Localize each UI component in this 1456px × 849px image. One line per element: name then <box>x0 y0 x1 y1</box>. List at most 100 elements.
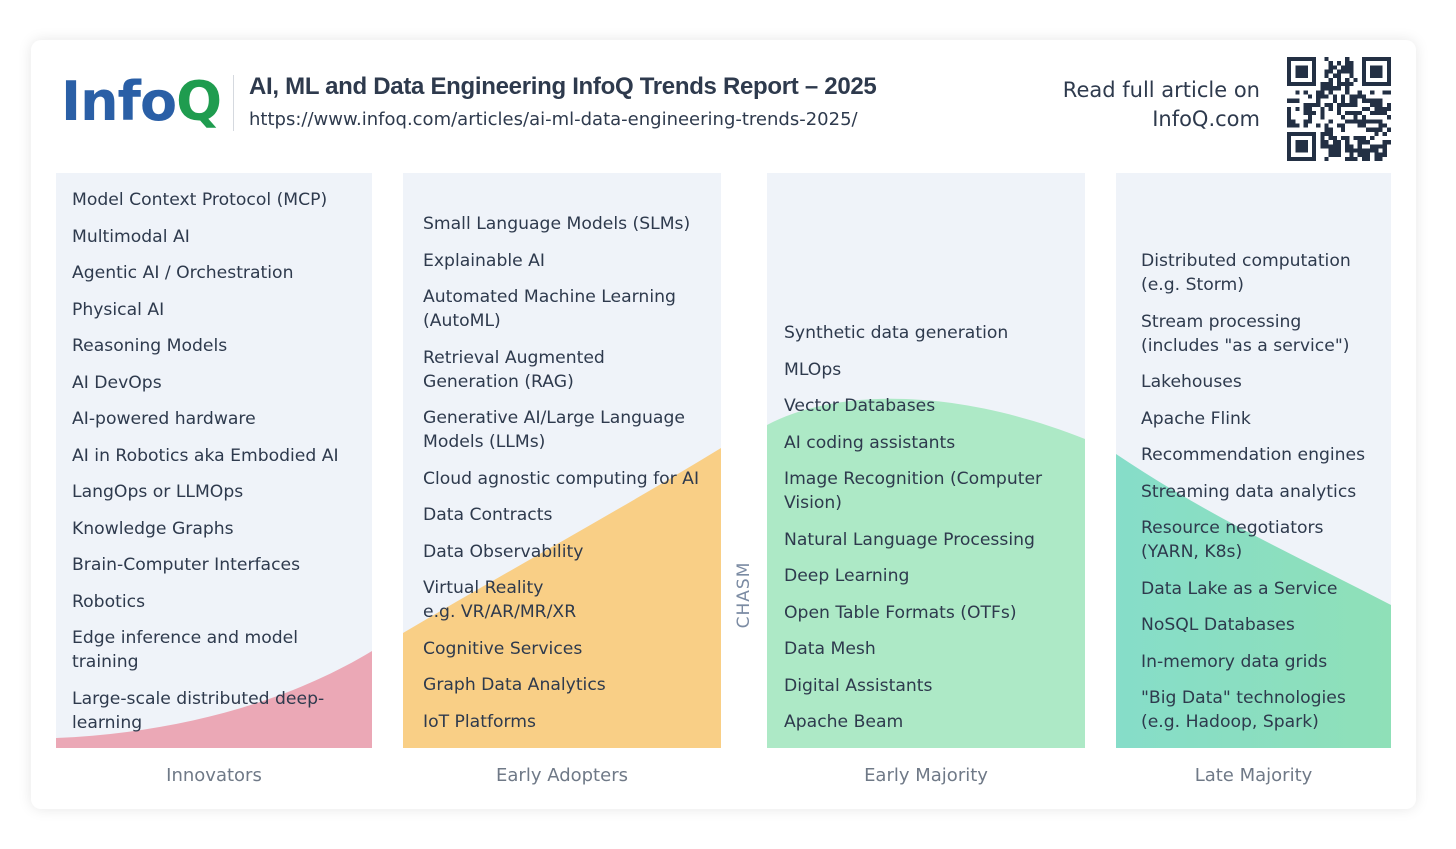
qr-module <box>1386 90 1391 95</box>
list-item: Cloud agnostic computing for AI <box>423 468 700 489</box>
qr-module <box>1341 115 1346 120</box>
qr-module <box>1295 69 1300 74</box>
qr-module <box>1366 156 1371 161</box>
qr-module <box>1357 152 1362 157</box>
qr-module <box>1361 152 1367 157</box>
qr-module <box>1328 69 1333 74</box>
qr-module <box>1295 65 1300 70</box>
list-item: Digital Assistants <box>784 675 933 696</box>
qr-module <box>1370 119 1375 124</box>
qr-module <box>1328 148 1333 153</box>
qr-module <box>1374 65 1379 70</box>
qr-module <box>1316 102 1321 107</box>
qr-module <box>1287 148 1292 153</box>
qr-module <box>1345 148 1350 153</box>
list-item: Multimodal AI <box>72 226 190 247</box>
qr-module <box>1311 73 1317 78</box>
qr-module <box>1324 123 1329 128</box>
qr-module <box>1382 148 1387 153</box>
qr-module <box>1303 69 1308 74</box>
qr-code-icon[interactable] <box>1287 57 1391 161</box>
qr-module <box>1324 81 1329 87</box>
qr-module <box>1320 140 1325 145</box>
qr-module <box>1287 73 1292 78</box>
late-majority-list: Distributed computation (e.g. Storm) Str… <box>1141 249 1391 747</box>
qr-module <box>1336 106 1342 112</box>
qr-module <box>1336 123 1342 128</box>
article-url[interactable]: https://www.infoq.com/articles/ai-ml-dat… <box>249 109 858 130</box>
list-item: MLOps <box>784 359 842 380</box>
qr-module <box>1361 81 1367 87</box>
qr-module <box>1366 57 1371 62</box>
list-item: Apache Beam <box>784 712 904 732</box>
qr-module <box>1336 102 1342 107</box>
qr-module <box>1341 98 1346 103</box>
list-item: NoSQL Databases <box>1141 615 1295 635</box>
qr-module <box>1357 140 1362 145</box>
chasm-label: CHASM <box>734 561 754 629</box>
qr-module <box>1291 119 1296 124</box>
qr-module <box>1386 106 1391 112</box>
label-innovators: Innovators <box>166 765 262 786</box>
qr-module <box>1353 111 1358 116</box>
column-innovators: Model Context Protocol (MCP) Multimodal … <box>56 173 372 748</box>
qr-module <box>1320 106 1325 112</box>
qr-module <box>1324 131 1329 137</box>
qr-module <box>1378 127 1383 132</box>
qr-module <box>1345 102 1350 107</box>
qr-module <box>1341 81 1346 87</box>
qr-module <box>1324 144 1329 149</box>
qr-module <box>1295 106 1300 112</box>
read-more-line-2[interactable]: InfoQ.com <box>1152 107 1260 131</box>
qr-module <box>1336 69 1342 74</box>
qr-module <box>1328 77 1333 82</box>
qr-module <box>1345 86 1350 91</box>
list-item: Automated Machine Learning (AutoML) <box>423 287 676 331</box>
qr-module <box>1345 111 1350 116</box>
qr-module <box>1287 57 1292 62</box>
qr-module <box>1287 115 1292 120</box>
qr-module <box>1311 152 1317 157</box>
qr-module <box>1345 156 1350 161</box>
qr-module <box>1353 119 1358 124</box>
qr-module <box>1366 127 1371 132</box>
qr-module <box>1311 111 1317 116</box>
qr-module <box>1311 148 1317 153</box>
qr-module <box>1374 106 1379 112</box>
read-more-text: Read full article on InfoQ.com <box>1000 76 1260 134</box>
qr-module <box>1353 98 1358 103</box>
qr-module <box>1328 152 1333 157</box>
infoq-logo[interactable]: InfoQ <box>61 70 222 134</box>
qr-module <box>1361 119 1367 124</box>
qr-module <box>1311 61 1317 66</box>
qr-module <box>1361 57 1367 62</box>
qr-module <box>1336 61 1342 66</box>
qr-module <box>1366 140 1371 145</box>
qr-module <box>1345 144 1350 149</box>
qr-module <box>1345 136 1350 141</box>
qr-module <box>1378 98 1383 103</box>
qr-module <box>1374 98 1379 103</box>
qr-module <box>1345 57 1350 62</box>
qr-module <box>1332 65 1337 70</box>
qr-module <box>1378 156 1383 161</box>
qr-module <box>1324 94 1329 99</box>
qr-module <box>1299 57 1304 62</box>
qr-module <box>1370 81 1375 87</box>
qr-module <box>1341 127 1346 132</box>
qr-module <box>1303 57 1308 62</box>
header-divider <box>233 75 234 131</box>
qr-module <box>1324 57 1329 62</box>
list-item: Open Table Formats (OTFs) <box>784 602 1017 623</box>
qr-module <box>1357 94 1362 99</box>
qr-module <box>1353 77 1358 82</box>
list-item: Robotics <box>72 591 146 612</box>
qr-module <box>1374 111 1379 116</box>
list-item: Reasoning Models <box>72 336 228 356</box>
qr-module <box>1307 156 1312 161</box>
qr-module <box>1357 111 1362 116</box>
qr-module <box>1311 140 1317 145</box>
qr-module <box>1328 136 1333 141</box>
qr-module <box>1320 90 1325 95</box>
qr-module <box>1287 131 1292 137</box>
